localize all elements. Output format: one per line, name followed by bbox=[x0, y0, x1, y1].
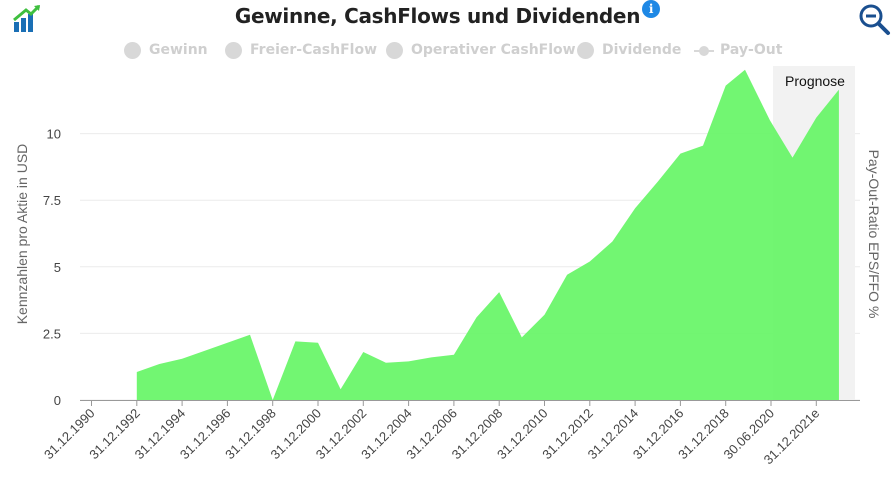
legend-marker bbox=[225, 41, 242, 59]
gewinn-point[interactable] bbox=[700, 143, 706, 149]
info-icon[interactable]: i bbox=[642, 0, 661, 18]
gewinn-point[interactable] bbox=[609, 238, 615, 244]
gewinn-point[interactable] bbox=[247, 332, 253, 338]
gewinn-point[interactable] bbox=[428, 354, 434, 360]
legend-label: Dividende bbox=[602, 42, 682, 58]
zoom-out-icon[interactable] bbox=[857, 2, 891, 36]
y-tick-label: 5 bbox=[54, 260, 61, 275]
gewinn-point[interactable] bbox=[519, 334, 525, 340]
gewinn-point[interactable] bbox=[360, 349, 366, 355]
gewinn-point[interactable] bbox=[383, 360, 389, 366]
legend-label: Freier-CashFlow bbox=[250, 42, 378, 58]
y-tick-label: 0 bbox=[54, 393, 61, 408]
x-ticks: 31.12.199031.12.199231.12.199431.12.1996… bbox=[41, 400, 822, 467]
gewinn-point[interactable] bbox=[723, 83, 729, 89]
legend-item-operativer-cashflow[interactable]: Operativer CashFlow bbox=[386, 39, 576, 61]
chart-header: Gewinne, CashFlows und Dividenden i bbox=[0, 0, 895, 28]
y-tick-label: 2.5 bbox=[43, 326, 61, 341]
gewinn-point[interactable] bbox=[451, 352, 457, 358]
gewinn-point[interactable] bbox=[655, 179, 661, 185]
gewinn-point[interactable] bbox=[292, 338, 298, 344]
legend-label: Operativer CashFlow bbox=[411, 42, 576, 58]
legend-marker bbox=[386, 41, 403, 59]
legend-item-freier-cashflow[interactable]: Freier-CashFlow bbox=[225, 39, 377, 61]
y-tick-label: 7.5 bbox=[43, 193, 61, 208]
y-tick-label: 10 bbox=[47, 127, 61, 142]
gewinn-point[interactable] bbox=[406, 358, 412, 364]
prognose-label: Prognose bbox=[785, 73, 845, 89]
legend-label: Gewinn bbox=[149, 42, 208, 58]
legend-marker bbox=[577, 41, 594, 59]
chart-legend: Gewinn Freier-CashFlow Operativer CashFl… bbox=[0, 39, 895, 61]
gewinn-point[interactable] bbox=[202, 348, 208, 354]
legend-marker bbox=[124, 41, 141, 59]
gewinn-point[interactable] bbox=[677, 151, 683, 157]
legend-label: Pay-Out bbox=[720, 42, 783, 58]
gewinn-point[interactable] bbox=[156, 361, 162, 367]
gewinn-point[interactable] bbox=[632, 205, 638, 211]
gewinn-point[interactable] bbox=[224, 340, 230, 346]
gewinn-point[interactable] bbox=[315, 340, 321, 346]
growth-chart-logo-icon[interactable] bbox=[12, 4, 42, 34]
gewinn-area bbox=[136, 69, 839, 400]
y-axis-label: Kennzahlen pro Aktie in USD bbox=[14, 144, 30, 325]
legend-marker bbox=[694, 42, 714, 59]
gewinn-point[interactable] bbox=[564, 272, 570, 278]
gewinn-point[interactable] bbox=[767, 117, 773, 123]
y-ticks: 0 2.5 5 7.5 10 bbox=[43, 127, 61, 408]
gewinn-point[interactable] bbox=[338, 386, 344, 392]
gewinn-point[interactable] bbox=[813, 115, 819, 121]
y-axis-right-label: Pay-Out-Ratio EPS/FFO % bbox=[866, 150, 882, 319]
gewinn-point[interactable] bbox=[790, 155, 796, 161]
gewinn-point[interactable] bbox=[587, 258, 593, 264]
gewinn-point[interactable] bbox=[542, 312, 548, 318]
gewinn-point[interactable] bbox=[742, 67, 748, 73]
legend-item-pay-out[interactable]: Pay-Out bbox=[694, 39, 782, 61]
gewinn-point[interactable] bbox=[496, 289, 502, 295]
chart-title: Gewinne, CashFlows und Dividenden bbox=[234, 4, 641, 28]
gewinn-point[interactable] bbox=[179, 356, 185, 362]
legend-item-gewinn[interactable]: Gewinn bbox=[124, 39, 208, 61]
gewinn-point[interactable] bbox=[134, 369, 140, 375]
legend-item-dividende[interactable]: Dividende bbox=[577, 39, 681, 61]
gewinn-point[interactable] bbox=[474, 314, 480, 320]
